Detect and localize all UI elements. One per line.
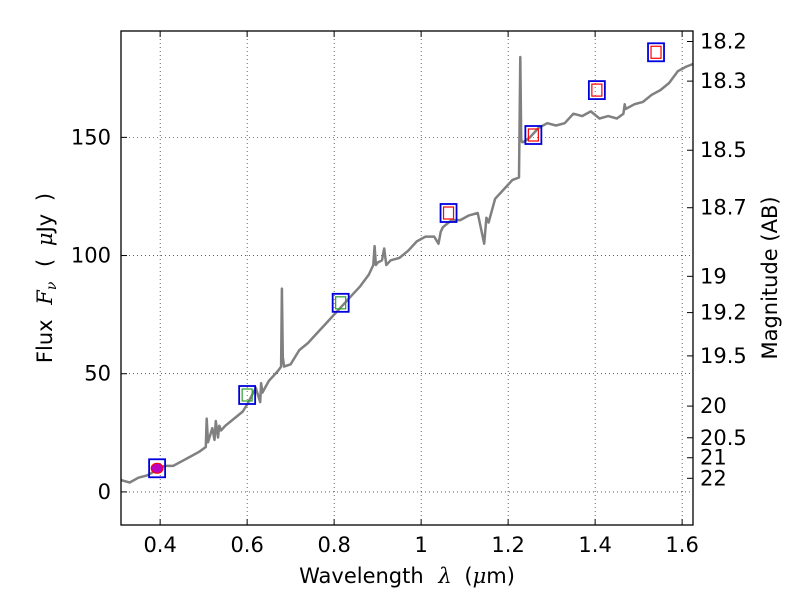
spectrum-line xyxy=(120,55,694,484)
spectrum-series xyxy=(120,55,694,484)
y-tick-label: 100 xyxy=(71,244,111,268)
photometry-square-outer xyxy=(148,458,167,479)
right-tick-label: 20.5 xyxy=(700,426,747,450)
right-tick-label: 18.3 xyxy=(700,69,747,93)
y-axis-label-right: Magnitude (AB) xyxy=(758,196,782,359)
x-tick-label: 1 xyxy=(414,533,427,557)
y-tick-label: 0 xyxy=(98,480,111,504)
grid xyxy=(121,31,693,525)
photometry-point xyxy=(238,385,257,405)
x-tick-label: 1.2 xyxy=(491,533,524,557)
photometry-point xyxy=(148,458,167,479)
photometry-square-outer xyxy=(587,80,606,100)
y-axis-label-left: Flux Fν ( μJy ) xyxy=(33,193,61,363)
photometry-point xyxy=(647,42,665,63)
right-tick-label: 19.5 xyxy=(700,344,747,368)
photometry-square-outer xyxy=(439,203,458,223)
photometry-square-inner xyxy=(591,83,603,97)
photometry-point xyxy=(331,292,350,313)
x-tick-label: 0.6 xyxy=(230,533,263,557)
right-tick-label: 18.7 xyxy=(700,196,747,220)
photometry-square-outer xyxy=(647,42,665,63)
x-tick-label: 0.8 xyxy=(317,533,350,557)
x-tick-label: 0.4 xyxy=(143,533,176,557)
photometry-square-inner xyxy=(527,128,539,142)
y-tick-label: 150 xyxy=(71,125,111,149)
plot-frame xyxy=(120,30,694,526)
right-tick-label: 20 xyxy=(700,394,727,418)
right-tick-label: 19.2 xyxy=(700,301,747,325)
x-tick-label: 1.6 xyxy=(665,533,698,557)
x-axis-label: Wavelength λ (μm) xyxy=(299,564,515,588)
photometry-square-inner xyxy=(442,206,455,220)
photometry-square-inner xyxy=(335,296,347,310)
right-tick-label: 22 xyxy=(700,466,727,490)
photometry-square-outer xyxy=(238,385,257,405)
x-tick-label: 1.4 xyxy=(578,533,611,557)
right-tick-label: 21 xyxy=(700,446,727,470)
photometry-dot xyxy=(150,462,164,474)
photometry-square-inner xyxy=(241,388,253,402)
photometry-square-inner xyxy=(650,45,662,59)
photometry-square-outer xyxy=(331,292,350,313)
right-tick-label: 19 xyxy=(700,264,727,288)
photometry-series xyxy=(148,42,665,479)
photometry-point xyxy=(524,125,543,145)
photometry-square-outer xyxy=(524,125,543,145)
photometry-point xyxy=(439,203,458,223)
right-tick-label: 18.2 xyxy=(700,30,747,54)
photometry-point xyxy=(587,80,606,100)
y-tick-label: 50 xyxy=(84,362,111,386)
right-tick-label: 18.5 xyxy=(700,138,747,162)
axis-ticks: 0.4 0.6 0.8 1 1.2 1.4 1.6 0 50 100 150 18.2 18.3 18.5… xyxy=(71,30,747,557)
